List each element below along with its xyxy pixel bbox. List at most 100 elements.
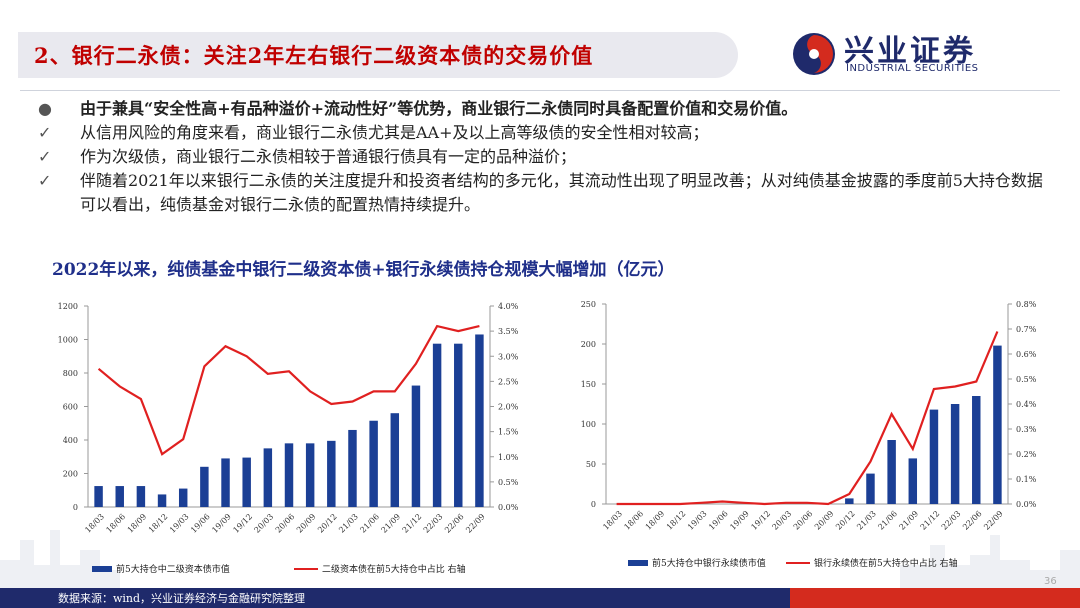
legend-item-bars-right: 前5大持仓中银行永续债市值 xyxy=(628,556,766,569)
x-tick-label: 20/03 xyxy=(253,512,276,535)
x-tick-label: 20/09 xyxy=(295,512,318,535)
x-tick-label: 18/09 xyxy=(126,512,149,535)
y-tick-label-right: 3.0% xyxy=(498,352,519,361)
x-tick-label: 21/03 xyxy=(855,509,878,532)
x-tick-label: 21/09 xyxy=(380,512,403,535)
x-tick-label: 19/03 xyxy=(168,512,191,535)
bar xyxy=(263,448,273,507)
line-series xyxy=(97,324,480,456)
checkmark-icon: ✓ xyxy=(38,123,52,142)
x-tick-label: 20/09 xyxy=(813,509,836,532)
bullet-text: 从信用风险的角度来看，商业银行二永债尤其是AA+及以上高等级债的安全性相对较高； xyxy=(80,123,709,142)
y-tick-label-right: 0.4% xyxy=(1016,400,1037,409)
bar xyxy=(972,396,981,504)
bar xyxy=(929,409,939,504)
checkmark-icon: ✓ xyxy=(38,147,52,166)
bar xyxy=(136,486,146,507)
bar xyxy=(221,458,230,507)
y-tick-label-left: 1000 xyxy=(58,336,78,345)
bullet-item: ✓ 作为次级债，商业银行二永债相较于普通银行债具有一定的品种溢价； xyxy=(38,145,1048,169)
y-tick-label-left: 150 xyxy=(581,380,596,389)
x-tick-label: 18/03 xyxy=(601,509,624,532)
chart-caption: 2022年以来，纯债基金中银行二级资本债+银行永续债持仓规模大幅增加（亿元） xyxy=(52,260,675,280)
x-tick-label: 22/09 xyxy=(464,512,487,535)
bullet-item: ✓ 伴随着2021年以来银行二永债的关注度提升和投资者结构的多元化，其流动性出现… xyxy=(38,169,1048,217)
bar xyxy=(887,440,896,504)
x-tick-label: 18/12 xyxy=(665,509,688,532)
x-tick-label: 20/03 xyxy=(771,509,794,532)
x-tick-label: 18/09 xyxy=(644,509,667,532)
bar xyxy=(157,494,167,507)
x-tick-label: 18/03 xyxy=(83,512,106,535)
y-tick-label-right: 0.8% xyxy=(1016,300,1037,309)
bar xyxy=(200,466,209,507)
x-tick-label: 20/12 xyxy=(834,509,857,532)
legend-line-swatch xyxy=(786,561,810,564)
x-tick-label: 20/12 xyxy=(316,512,339,535)
y-tick-label-left: 100 xyxy=(581,420,596,429)
x-tick-label: 21/06 xyxy=(876,509,899,532)
y-tick-label-right: 0.5% xyxy=(498,478,519,487)
legend-item-bars-left: 前5大持仓中二级资本债市值 xyxy=(92,562,230,575)
legend-line-swatch xyxy=(294,567,318,570)
bar xyxy=(369,420,378,507)
bar xyxy=(475,334,484,507)
x-tick-label: 21/09 xyxy=(898,509,921,532)
y-tick-label-right: 0.3% xyxy=(1016,425,1037,434)
bar xyxy=(242,457,251,507)
bar xyxy=(993,345,1002,504)
page-number: 36 xyxy=(1044,576,1057,587)
y-tick-label-left: 0 xyxy=(73,503,78,512)
legend-label: 前5大持仓中银行永续债市值 xyxy=(652,559,766,569)
x-tick-label: 22/03 xyxy=(422,512,445,535)
x-tick-label: 19/12 xyxy=(231,512,254,535)
y-tick-label-left: 1200 xyxy=(58,302,78,311)
bar xyxy=(950,404,960,504)
bar xyxy=(115,486,124,507)
x-tick-label: 19/06 xyxy=(707,509,730,532)
x-tick-label: 19/06 xyxy=(189,512,212,535)
x-tick-label: 22/09 xyxy=(982,509,1005,532)
x-tick-label: 19/03 xyxy=(686,509,709,532)
x-tick-label: 19/09 xyxy=(728,509,751,532)
y-tick-label-left: 200 xyxy=(581,340,596,349)
bar xyxy=(390,413,400,507)
x-tick-label: 21/12 xyxy=(401,512,424,535)
legend-label: 前5大持仓中二级资本债市值 xyxy=(116,565,230,575)
bar xyxy=(845,498,854,504)
x-tick-label: 22/06 xyxy=(443,512,466,535)
x-tick-label: 19/09 xyxy=(210,512,233,535)
x-tick-label: 20/06 xyxy=(792,509,815,532)
city-skyline-decoration xyxy=(0,530,1080,588)
y-tick-label-right: 1.0% xyxy=(498,453,519,462)
bullet-item: ✓ 从信用风险的角度来看，商业银行二永债尤其是AA+及以上高等级债的安全性相对较… xyxy=(38,121,1048,145)
y-tick-label-right: 2.0% xyxy=(498,403,519,412)
y-tick-label-right: 0.7% xyxy=(1016,325,1037,334)
y-tick-label-left: 800 xyxy=(63,369,78,378)
y-tick-label-left: 400 xyxy=(63,436,78,445)
bar xyxy=(411,385,421,507)
y-tick-label-right: 2.5% xyxy=(498,377,519,386)
x-tick-label: 18/06 xyxy=(104,512,127,535)
bar xyxy=(432,343,442,507)
bullet-list: ● 由于兼具“安全性高+有品种溢价+流动性好”等优势，商业银行二永债同时具备配置… xyxy=(38,97,1048,217)
bullet-text: 作为次级债，商业银行二永债相较于普通银行债具有一定的品种溢价； xyxy=(80,147,577,166)
bullet-text: 由于兼具“安全性高+有品种溢价+流动性好”等优势，商业银行二永债同时具备配置价值… xyxy=(80,99,798,118)
bar xyxy=(94,486,103,507)
bar xyxy=(284,443,294,507)
title-banner xyxy=(18,32,738,78)
bullet-item: ● 由于兼具“安全性高+有品种溢价+流动性好”等优势，商业银行二永债同时具备配置… xyxy=(38,97,1048,121)
legend-bar-swatch xyxy=(628,559,648,566)
bar xyxy=(908,458,918,504)
header-divider xyxy=(20,90,1060,91)
bar xyxy=(866,473,875,504)
line-series xyxy=(616,331,999,506)
legend-item-line-left: 二级资本债在前5大持仓中占比 右轴 xyxy=(294,562,466,575)
y-tick-label-right: 0.1% xyxy=(1016,475,1037,484)
y-tick-label-left: 50 xyxy=(586,460,596,469)
x-tick-label: 19/12 xyxy=(749,509,772,532)
x-tick-label: 21/12 xyxy=(919,509,942,532)
company-logo xyxy=(793,33,835,75)
logo-en-text: INDUSTRIAL SECURITIES xyxy=(846,63,979,74)
bullet-text: 伴随着2021年以来银行二永债的关注度提升和投资者结构的多元化，其流动性出现了明… xyxy=(80,171,1043,214)
